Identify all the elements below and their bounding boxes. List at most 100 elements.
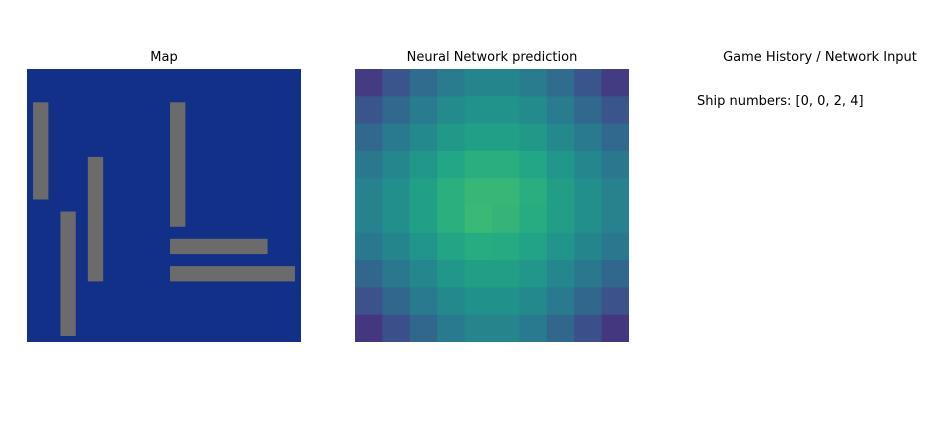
heatmap-cell-4-9: [601, 178, 629, 206]
heatmap-cell-0-3: [437, 69, 466, 97]
heatmap-cell-7-8: [574, 260, 603, 288]
map-title: Map: [150, 50, 178, 65]
prediction-heatmap-svg: [355, 69, 629, 342]
heatmap-cell-6-0: [355, 232, 383, 261]
heatmap-cell-4-6: [519, 178, 548, 206]
heatmap-cell-0-2: [409, 69, 438, 97]
heatmap-cell-2-4: [464, 123, 493, 152]
heatmap-cell-7-1: [382, 260, 411, 288]
map-board-svg: [27, 69, 301, 342]
heatmap-cell-9-1: [382, 314, 411, 342]
heatmap-cell-5-8: [574, 205, 603, 234]
heatmap-cell-0-8: [574, 69, 603, 97]
heatmap-cell-0-5: [492, 69, 520, 97]
ship-1: [87, 156, 104, 282]
heatmap-cell-4-1: [382, 178, 411, 206]
heatmap-cell-1-8: [574, 96, 603, 125]
heatmap-cell-5-2: [409, 205, 438, 234]
heatmap-cell-1-4: [464, 96, 493, 125]
heatmap-cell-2-6: [519, 123, 548, 152]
heatmap-cell-4-7: [546, 178, 575, 206]
heatmap-cell-2-5: [492, 123, 520, 152]
heatmap-cell-9-0: [355, 314, 383, 342]
heatmap-cell-0-7: [546, 69, 575, 97]
heatmap-cell-7-9: [601, 260, 629, 288]
heatmap-cell-6-4: [464, 232, 493, 261]
ship-numbers-text: Ship numbers: [0, 0, 2, 4]: [697, 94, 864, 109]
heatmap-cell-8-1: [382, 287, 411, 316]
heatmap-cell-0-6: [519, 69, 548, 97]
heatmap-cell-1-5: [492, 96, 520, 125]
heatmap-cell-1-1: [382, 96, 411, 125]
heatmap-cell-0-9: [601, 69, 629, 97]
heatmap-cell-4-4: [464, 178, 493, 206]
heatmap-cell-3-3: [437, 150, 466, 179]
heatmap-cell-4-0: [355, 178, 383, 206]
heatmap-cell-3-1: [382, 150, 411, 179]
heatmap-cell-9-5: [492, 314, 520, 342]
heatmap-cell-8-2: [409, 287, 438, 316]
heatmap-cell-3-7: [546, 150, 575, 179]
heatmap-cell-5-9: [601, 205, 629, 234]
heatmap-cell-5-1: [382, 205, 411, 234]
heatmap-cell-2-0: [355, 123, 383, 152]
heatmap-cell-6-3: [437, 232, 466, 261]
heatmap-cell-2-7: [546, 123, 575, 152]
ship-5: [170, 266, 295, 282]
heatmap-cell-2-2: [409, 123, 438, 152]
heatmap-cell-3-5: [492, 150, 520, 179]
heatmap-cell-4-3: [437, 178, 466, 206]
heatmap-cell-7-4: [464, 260, 493, 288]
heatmap-cell-5-0: [355, 205, 383, 234]
heatmap-cell-7-6: [519, 260, 548, 288]
heatmap-cell-9-3: [437, 314, 466, 342]
heatmap-cell-2-1: [382, 123, 411, 152]
heatmap-cell-8-9: [601, 287, 629, 316]
heatmap-cell-0-0: [355, 69, 383, 97]
ship-0: [33, 102, 49, 200]
heatmap-cell-2-8: [574, 123, 603, 152]
heatmap-cell-9-8: [574, 314, 603, 342]
heatmap-cell-9-9: [601, 314, 629, 342]
heatmap-cell-1-6: [519, 96, 548, 125]
heatmap-cell-3-9: [601, 150, 629, 179]
heatmap-cell-3-4: [464, 150, 493, 179]
prediction-title: Neural Network prediction: [406, 50, 578, 65]
heatmap-cell-3-6: [519, 150, 548, 179]
heatmap-cell-8-8: [574, 287, 603, 316]
heatmap-cell-5-5: [492, 205, 520, 234]
heatmap-cell-9-6: [519, 314, 548, 342]
heatmap-cell-1-0: [355, 96, 383, 125]
heatmap-cell-9-2: [409, 314, 438, 342]
heatmap-cell-7-5: [492, 260, 520, 288]
heatmap-cell-3-8: [574, 150, 603, 179]
prediction-heatmap: [355, 69, 629, 342]
map-board: [27, 69, 301, 342]
history-title: Game History / Network Input: [723, 50, 917, 65]
heatmap-cell-0-1: [382, 69, 411, 97]
heatmap-cell-3-2: [409, 150, 438, 179]
heatmap-cell-4-2: [409, 178, 438, 206]
heatmap-cell-3-0: [355, 150, 383, 179]
heatmap-cell-2-3: [437, 123, 466, 152]
heatmap-cell-7-7: [546, 260, 575, 288]
heatmap-cell-8-4: [464, 287, 493, 316]
heatmap-cell-6-2: [409, 232, 438, 261]
heatmap-cell-1-9: [601, 96, 629, 125]
heatmap-cell-7-0: [355, 260, 383, 288]
heatmap-cell-8-6: [519, 287, 548, 316]
heatmap-cell-2-9: [601, 123, 629, 152]
heatmap-cell-8-3: [437, 287, 466, 316]
heatmap-cell-8-0: [355, 287, 383, 316]
heatmap-cell-6-9: [601, 232, 629, 261]
heatmap-cell-4-8: [574, 178, 603, 206]
heatmap-cell-8-7: [546, 287, 575, 316]
heatmap-cell-8-5: [492, 287, 520, 316]
ship-4: [170, 238, 268, 255]
ship-2: [60, 211, 76, 336]
heatmap-cell-6-7: [546, 232, 575, 261]
heatmap-cell-7-3: [437, 260, 466, 288]
heatmap-cell-1-2: [409, 96, 438, 125]
heatmap-cell-5-3: [437, 205, 466, 234]
ship-3: [170, 102, 186, 227]
